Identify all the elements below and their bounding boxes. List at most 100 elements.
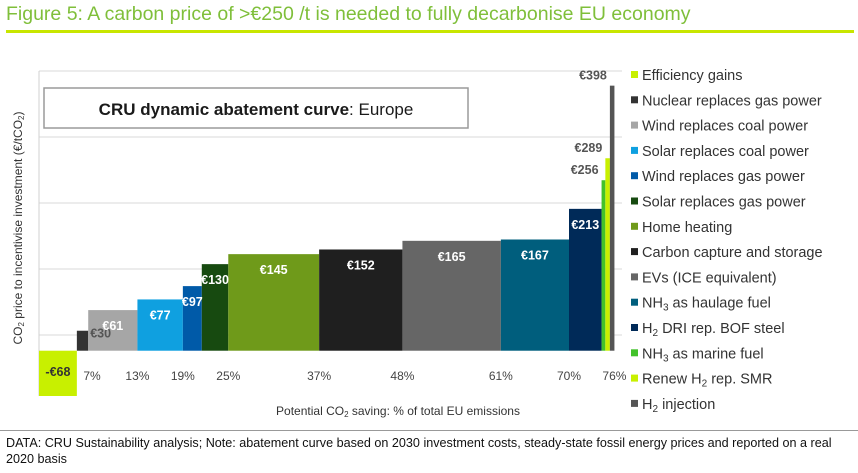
bar-8 — [402, 240, 501, 351]
legend-label-part: injection — [658, 397, 715, 413]
x-tick-label-4: 37% — [307, 369, 331, 383]
value-label-1: €30 — [90, 327, 111, 341]
y-axis-label-part: ) — [11, 112, 25, 116]
x-tick-label-5: 48% — [390, 369, 414, 383]
legend-label-part: NH — [642, 346, 663, 362]
legend-label-part: Solar replaces coal power — [642, 144, 809, 160]
legend-swatch-3 — [631, 146, 638, 154]
bar-7 — [319, 249, 403, 351]
legend-label-6: Home heating — [642, 220, 732, 236]
bars — [39, 85, 615, 396]
legend-swatch-0 — [631, 71, 638, 78]
bar-0 — [39, 350, 77, 396]
x-tick-label-7: 70% — [557, 369, 581, 383]
value-label-12: €289 — [575, 141, 603, 155]
bar-2 — [88, 310, 138, 351]
legend-label-1: Nuclear replaces gas power — [642, 93, 822, 109]
legend-label-8: EVs (ICE equivalent) — [642, 270, 777, 286]
legend-label-part: rep. SMR — [707, 372, 772, 388]
y-axis-label-part: price to incentivise investment (€/tCO — [11, 120, 25, 322]
y-axis-label-part: CO — [11, 326, 25, 344]
x-tick-label-0: 7% — [83, 369, 101, 383]
legend-label-part: 2 — [652, 328, 658, 339]
value-label-6: €145 — [260, 263, 288, 277]
x-tick-label-3: 25% — [216, 369, 240, 383]
x-axis-label-part: saving: % of total EU emissions — [349, 404, 520, 418]
legend-label-3: Solar replaces coal power — [642, 144, 809, 160]
value-label-5: €130 — [201, 273, 229, 287]
value-label-9: €167 — [521, 248, 549, 262]
bar-4 — [182, 286, 202, 351]
value-label-3: €77 — [150, 308, 171, 322]
footer-rule — [0, 430, 858, 431]
value-label-10: €213 — [571, 218, 599, 232]
legend-label-part: Renew H — [642, 372, 702, 388]
x-tick-label-8: 76% — [602, 369, 626, 383]
legend-label-part: as marine fuel — [669, 346, 764, 362]
legend-label-part: NH — [642, 296, 663, 312]
legend-swatch-7 — [631, 248, 638, 256]
legend-label-part: H — [642, 321, 652, 337]
legend-swatch-8 — [631, 273, 638, 281]
legend-label-12: Renew H2 rep. SMR — [642, 372, 772, 390]
y-axis-label: CO2 price to incentivise investment (€/t… — [11, 112, 26, 345]
value-label-2: €61 — [102, 319, 123, 333]
x-tick-label-2: 19% — [171, 369, 195, 383]
legend-label-5: Solar replaces gas power — [642, 195, 806, 211]
annotation-rest: : Europe — [349, 100, 413, 119]
legend-swatch-13 — [631, 399, 638, 407]
annotation-box-text: CRU dynamic abatement curve: Europe — [99, 100, 414, 119]
annotation-box: CRU dynamic abatement curve: Europe — [43, 87, 469, 129]
value-labels: -€68 €30€61 €77 €97 €130 €145 €152 €165 €167 €213… — [45, 69, 607, 379]
legend-label-11: NH3 as marine fuel — [642, 346, 764, 364]
legend-swatch-12 — [631, 374, 638, 382]
legend-label-part: Home heating — [642, 220, 732, 236]
legend-label-part: EVs (ICE equivalent) — [642, 270, 777, 286]
legend-swatch-2 — [631, 121, 638, 129]
legend-label-part: 3 — [663, 353, 669, 364]
x-axis-label-part: Potential CO — [276, 404, 344, 418]
legend-swatch-5 — [631, 197, 638, 205]
value-label-7: €152 — [347, 258, 375, 272]
legend-label-part: Solar replaces gas power — [642, 195, 806, 211]
y-axis-label-sub: 2 — [17, 115, 26, 120]
annotation-box-frame — [43, 87, 469, 129]
legend-label-7: Carbon capture and storage — [642, 245, 823, 261]
legend-label-part: Nuclear replaces gas power — [642, 93, 822, 109]
y-axis-label-sub: 2 — [17, 321, 26, 326]
legend-label-2: Wind replaces coal power — [642, 119, 808, 135]
bar-6 — [228, 254, 320, 351]
legend-label-part: Carbon capture and storage — [642, 245, 823, 261]
title-rule — [6, 30, 854, 33]
bar-11 — [601, 180, 606, 351]
legend-label-part: 2 — [702, 379, 708, 390]
legend-label-part: Efficiency gains — [642, 68, 742, 84]
bar-3 — [137, 299, 183, 351]
value-label-11: €256 — [571, 163, 599, 177]
bar-9 — [500, 239, 569, 351]
legend-label-0: Efficiency gains — [642, 68, 742, 84]
bar-12 — [605, 158, 610, 351]
footnote: DATA: CRU Sustainability analysis; Note:… — [6, 436, 832, 466]
legend-label-part: DRI rep. BOF steel — [658, 321, 785, 337]
x-axis-label: Potential CO2 saving: % of total EU emis… — [276, 404, 520, 419]
legend-swatch-11 — [631, 349, 638, 357]
legend-swatch-10 — [631, 324, 638, 331]
legend: Efficiency gains Nuclear replaces gas pow… — [631, 68, 823, 415]
legend-label-part: Wind replaces gas power — [642, 169, 805, 185]
value-label-13: €398 — [579, 69, 607, 83]
legend-label-part: as haulage fuel — [669, 296, 771, 312]
figure-title: Figure 5: A carbon price of >€250 /t is … — [6, 3, 691, 25]
legend-label-part: Wind replaces coal power — [642, 119, 808, 135]
bar-13 — [609, 85, 615, 351]
legend-swatch-4 — [631, 172, 638, 180]
legend-label-10: H2 DRI rep. BOF steel — [642, 321, 785, 339]
legend-swatch-9 — [631, 298, 638, 306]
value-label-4: €97 — [182, 295, 203, 309]
x-tick-labels: 7% 13% 19% 25% 37% 48% 61% 70% 76% — [83, 369, 626, 383]
x-tick-label-1: 13% — [125, 369, 149, 383]
legend-label-part: 3 — [663, 303, 669, 314]
x-axis-label-sub: 2 — [344, 410, 349, 419]
legend-label-13: H2 injection — [642, 397, 715, 415]
x-tick-label-6: 61% — [489, 369, 513, 383]
